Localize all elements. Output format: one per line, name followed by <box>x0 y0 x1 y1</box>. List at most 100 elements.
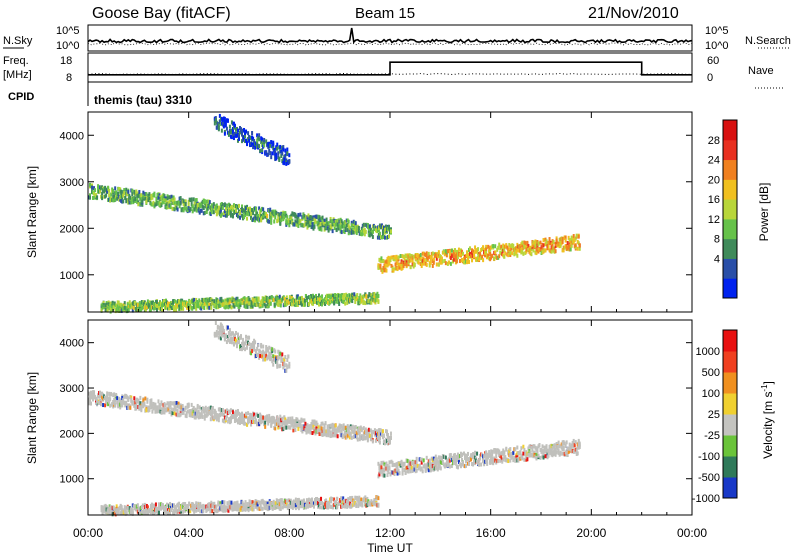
scatter-cell <box>120 308 123 313</box>
scatter-cell <box>494 250 497 255</box>
scatter-cell <box>380 465 383 470</box>
scatter-cell <box>106 391 109 396</box>
scatter-cell <box>154 502 157 507</box>
scatter-cell <box>190 202 193 207</box>
scatter-cell <box>187 508 190 513</box>
scatter-cell <box>538 443 541 448</box>
scatter-cell <box>281 416 284 421</box>
scatter-cell <box>188 298 191 303</box>
scatter-cell <box>192 207 195 212</box>
scatter-cell <box>379 469 382 474</box>
scatter-cell <box>325 221 328 226</box>
scatter-cell <box>111 187 114 192</box>
scatter-cell <box>193 506 196 511</box>
scatter-cell <box>175 205 178 210</box>
scatter-cell <box>268 219 271 224</box>
scatter-cell <box>383 227 386 232</box>
noise-right-label: N.Search <box>745 35 791 47</box>
scatter-cell <box>152 302 155 307</box>
scatter-cell <box>123 191 126 196</box>
scatter-cell <box>153 507 156 512</box>
scatter-cell <box>573 244 576 249</box>
scatter-cell <box>141 305 144 310</box>
scatter-cell <box>264 424 267 429</box>
scatter-cell <box>293 302 296 307</box>
scatter-cell <box>459 248 462 253</box>
scatter-cell <box>355 231 358 236</box>
scatter-cell <box>239 300 242 305</box>
scatter-cell <box>165 298 168 303</box>
scatter-cell <box>205 210 208 215</box>
scatter-cell <box>201 304 204 309</box>
scatter-cell <box>152 401 155 406</box>
scatter-cell <box>150 300 153 305</box>
scatter-cell <box>443 454 446 459</box>
scatter-cell <box>264 357 267 362</box>
scatter-cell <box>504 457 507 462</box>
scatter-cell <box>346 228 349 233</box>
scatter-cell <box>307 429 310 434</box>
scatter-cell <box>167 407 170 412</box>
scatter-cell <box>125 511 128 516</box>
scatter-cell <box>181 207 184 212</box>
scatter-cell <box>182 504 185 509</box>
scatter-cell <box>193 408 196 413</box>
scatter-cell <box>285 219 288 224</box>
scatter-cell <box>234 501 237 506</box>
scatter-cell <box>561 443 564 448</box>
scatter-cell <box>262 349 265 354</box>
scatter-cell <box>360 226 363 231</box>
scatter-cell <box>128 509 131 514</box>
scatter-cell <box>265 298 268 303</box>
scatter-cell <box>499 250 502 255</box>
scatter-cell <box>179 507 182 512</box>
scatter-cell <box>215 212 218 217</box>
scatter-cell <box>350 223 353 228</box>
scatter-cell <box>435 460 438 465</box>
scatter-cell <box>378 472 381 477</box>
scatter-cell <box>352 425 355 430</box>
scatter-cell <box>494 458 497 463</box>
scatter-cell <box>135 403 138 408</box>
scatter-cell <box>266 417 269 422</box>
scatter-cell <box>166 406 169 411</box>
scatter-cell <box>365 293 368 298</box>
scatter-cell <box>124 306 127 311</box>
scatter-cell <box>177 303 180 308</box>
scatter-cell <box>295 222 298 227</box>
scatter-cell <box>259 349 262 354</box>
scatter-cell <box>221 508 224 513</box>
scatter-cell <box>446 460 449 465</box>
scatter-cell <box>119 503 122 508</box>
scatter-cell <box>220 204 223 209</box>
scatter-cell <box>153 305 156 310</box>
scatter-cell <box>384 227 387 232</box>
scatter-cell <box>391 266 394 271</box>
scatter-cell <box>92 390 95 395</box>
scatter-cell <box>229 210 232 215</box>
scatter-cell <box>235 302 238 307</box>
scatter-cell <box>391 463 394 468</box>
scatter-cell <box>477 247 480 252</box>
scatter-cell <box>258 144 261 149</box>
scatter-cell <box>576 239 579 244</box>
scatter-cell <box>195 303 198 308</box>
scatter-cell <box>108 511 111 516</box>
scatter-cell <box>282 358 285 363</box>
scatter-cell <box>199 302 202 307</box>
scatter-cell <box>130 507 133 512</box>
scatter-cell <box>160 196 163 201</box>
scatter-cell <box>215 504 218 509</box>
scatter-cell <box>220 407 223 412</box>
scatter-cell <box>441 250 444 255</box>
scatter-cell <box>205 409 208 414</box>
scatter-cell <box>516 458 519 463</box>
scatter-cell <box>349 426 352 431</box>
scatter-cell <box>302 215 305 220</box>
scatter-cell <box>333 218 336 223</box>
scatter-cell <box>281 427 284 432</box>
scatter-cell <box>319 218 322 223</box>
scatter-cell <box>228 500 231 505</box>
scatter-cell <box>361 228 364 233</box>
scatter-cell <box>216 206 219 211</box>
